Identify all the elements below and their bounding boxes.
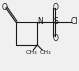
Text: O: O bbox=[53, 34, 59, 43]
Text: CH₃: CH₃ bbox=[39, 50, 51, 56]
Text: CH₃: CH₃ bbox=[26, 50, 37, 56]
Text: S: S bbox=[54, 16, 58, 25]
Text: O: O bbox=[53, 2, 59, 12]
Text: O: O bbox=[2, 2, 8, 12]
Text: N: N bbox=[37, 16, 43, 25]
Text: Cl: Cl bbox=[71, 16, 78, 25]
